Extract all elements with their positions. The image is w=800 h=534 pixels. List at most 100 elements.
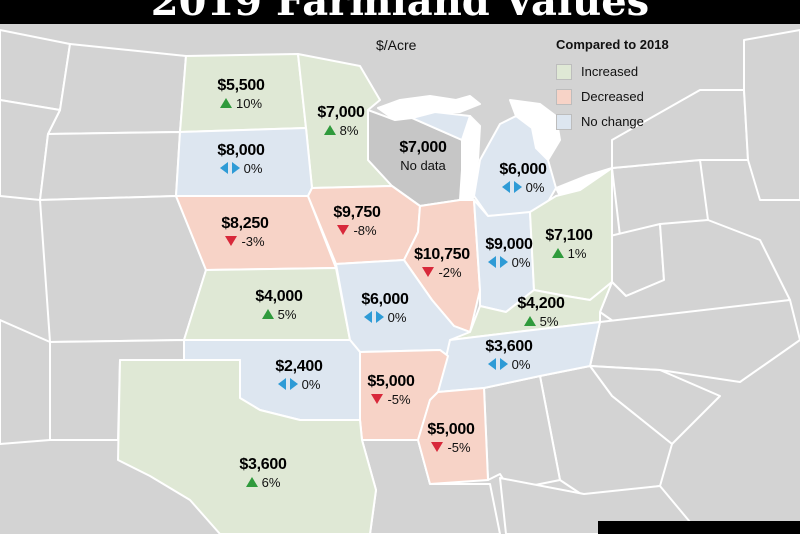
legend-title: Compared to 2018 — [556, 37, 669, 52]
price-illinois: $10,750 — [414, 246, 470, 263]
down-arrow-icon — [225, 236, 238, 246]
change-kansas: 5% — [277, 307, 297, 322]
price-kentucky: $4,200 — [517, 295, 565, 312]
price-south-dakota: $8,000 — [217, 142, 265, 159]
change-south-dakota: 0% — [243, 161, 263, 176]
up-arrow-icon — [219, 98, 232, 108]
state-arizona — [0, 319, 51, 445]
price-arkansas: $5,000 — [367, 373, 415, 390]
label-mississippi: $5,000 -5% — [416, 421, 486, 455]
label-arkansas: $5,000 -5% — [356, 373, 426, 407]
no-change-arrows-icon — [219, 162, 240, 174]
change-ohio: 1% — [567, 246, 587, 261]
state-georgia — [539, 365, 673, 497]
legend-item-decreased: Decreased — [556, 84, 669, 109]
title-bar: 2019 Farmland Values — [0, 0, 800, 24]
change-oklahoma: 0% — [301, 377, 321, 392]
state-montana — [47, 43, 187, 135]
change-kentucky: 5% — [539, 314, 559, 329]
change-michigan: 0% — [525, 180, 545, 195]
state-michigan-upper — [411, 111, 471, 141]
up-arrow-icon — [245, 477, 258, 487]
price-texas: $3,600 — [239, 456, 287, 473]
change-tennessee: 0% — [511, 357, 531, 372]
no-change-arrows-icon — [501, 181, 522, 193]
state-florida — [499, 477, 701, 534]
change-arkansas: -5% — [387, 392, 411, 407]
legend-item-no-change: No change — [556, 109, 669, 134]
change-missouri: 0% — [387, 310, 407, 325]
legend-label-no-change: No change — [581, 114, 644, 129]
legend-swatch-no-change — [556, 113, 572, 130]
state-colorado — [39, 195, 207, 343]
label-iowa: $9,750 -8% — [322, 204, 392, 238]
price-wisconsin: $7,000 — [399, 139, 447, 156]
legend-item-increased: Increased — [556, 59, 669, 84]
legend-label-increased: Increased — [581, 64, 639, 79]
publisher-logo-block — [598, 521, 800, 534]
change-minnesota: 8% — [339, 123, 359, 138]
label-tennessee: $3,600 0% — [474, 338, 544, 372]
no-change-arrows-icon — [487, 256, 508, 268]
down-arrow-icon — [371, 394, 384, 404]
label-minnesota: $7,000 8% — [306, 104, 376, 138]
no-change-arrows-icon — [487, 358, 508, 370]
up-arrow-icon — [523, 316, 536, 326]
legend-swatch-decreased — [556, 88, 572, 105]
price-tennessee: $3,600 — [485, 338, 533, 355]
state-wyoming — [39, 131, 181, 201]
down-arrow-icon — [431, 442, 444, 452]
state-wisconsin — [367, 109, 463, 207]
price-nebraska: $8,250 — [221, 215, 269, 232]
price-iowa: $9,750 — [333, 204, 381, 221]
up-arrow-icon — [551, 248, 564, 258]
price-minnesota: $7,000 — [317, 104, 365, 121]
price-mississippi: $5,000 — [427, 421, 475, 438]
state-new-england — [743, 29, 800, 201]
state-washington — [0, 29, 71, 111]
label-kentucky: $4,200 5% — [506, 295, 576, 329]
label-ohio: $7,100 1% — [534, 227, 604, 261]
note-wisconsin: No data — [400, 158, 446, 173]
down-arrow-icon — [422, 267, 435, 277]
label-north-dakota: $5,500 10% — [206, 77, 276, 111]
map-title: 2019 Farmland Values — [150, 0, 650, 24]
change-iowa: -8% — [353, 223, 377, 238]
unit-label: $/Acre — [376, 37, 417, 53]
up-arrow-icon — [261, 309, 274, 319]
label-illinois: $10,750 -2% — [404, 246, 480, 280]
label-nebraska: $8,250 -3% — [210, 215, 280, 249]
down-arrow-icon — [337, 225, 350, 235]
label-missouri: $6,000 0% — [350, 291, 420, 325]
up-arrow-icon — [323, 125, 336, 135]
label-south-dakota: $8,000 0% — [206, 142, 276, 176]
price-oklahoma: $2,400 — [275, 358, 323, 375]
no-change-arrows-icon — [363, 311, 384, 323]
price-missouri: $6,000 — [361, 291, 409, 308]
label-michigan: $6,000 0% — [488, 161, 558, 195]
label-kansas: $4,000 5% — [244, 288, 314, 322]
label-texas: $3,600 6% — [228, 456, 298, 490]
change-indiana: 0% — [511, 255, 531, 270]
state-virginia — [599, 219, 791, 327]
change-texas: 6% — [261, 475, 281, 490]
change-mississippi: -5% — [447, 440, 471, 455]
change-nebraska: -3% — [241, 234, 265, 249]
price-michigan: $6,000 — [499, 161, 547, 178]
price-kansas: $4,000 — [255, 288, 303, 305]
state-mississippi — [417, 387, 489, 485]
change-north-dakota: 10% — [235, 96, 263, 111]
label-indiana: $9,000 0% — [474, 236, 544, 270]
legend-swatch-increased — [556, 63, 572, 80]
state-texas — [117, 359, 377, 534]
label-wisconsin: $7,000 No data — [388, 139, 458, 173]
price-ohio: $7,100 — [545, 227, 593, 244]
no-change-arrows-icon — [277, 378, 298, 390]
legend-label-decreased: Decreased — [581, 89, 644, 104]
price-indiana: $9,000 — [485, 236, 533, 253]
price-north-dakota: $5,500 — [217, 77, 265, 94]
change-illinois: -2% — [438, 265, 462, 280]
legend: Compared to 2018 Increased Decreased No … — [556, 37, 669, 134]
label-oklahoma: $2,400 0% — [264, 358, 334, 392]
